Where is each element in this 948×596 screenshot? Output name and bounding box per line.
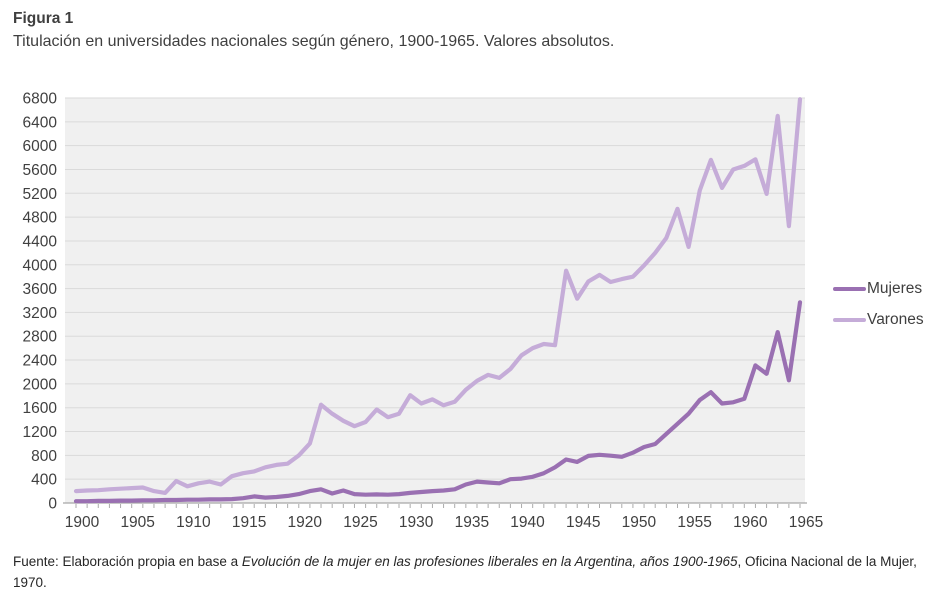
x-axis-tick-label: 1925 [343,514,377,531]
y-axis-tick-label: 5200 [23,186,58,203]
y-axis-tick-label: 4800 [23,210,58,227]
x-axis-tick-label: 1950 [622,514,657,531]
x-axis-tick-label: 1905 [120,514,154,531]
source-text-prefix: Fuente: Elaboración propia en base a [13,554,242,569]
y-axis-tick-label: 6000 [23,138,58,155]
line-chart: 0 400 800 1200 1600 2000 2400 2800 3200 3600 4000 4… [23,91,824,532]
mujeres-line-swatch [833,286,866,292]
figure-source: Fuente: Elaboración propia en base a Evo… [13,552,931,594]
legend-item-varones: Varones [833,311,924,329]
y-axis-tick-label: 0 [48,496,57,513]
x-axis-tick-label: 1955 [677,514,711,531]
y-axis-tick-label: 1600 [23,400,58,417]
plot-background [65,98,805,503]
x-axis-tick-label: 1900 [65,514,100,531]
y-axis-tick-label: 5600 [23,162,58,179]
y-axis-tick-label: 2000 [23,376,58,393]
x-axis-tick-label: 1930 [399,514,434,531]
y-axis-tick-label: 800 [31,448,57,465]
x-axis-tick-label: 1910 [176,514,211,531]
source-text-suffix: , Oficina Nacional de la Mujer, 1970. [13,554,917,590]
x-axis-tick-label: 1935 [455,514,489,531]
y-axis-tick-label: 4400 [23,233,58,250]
x-axis-tick-label: 1945 [566,514,600,531]
figure-title: Titulación en universidades nacionales s… [13,33,615,50]
source-text-italic: Evolución de la mujer en las profesiones… [241,554,738,569]
x-axis-tick-label: 1915 [232,514,266,531]
y-axis-tick-label: 4000 [23,257,58,274]
series-line-varones [73,97,803,495]
x-axis-tick-label: 1920 [288,514,323,531]
x-axis-tick-label: 1940 [510,514,545,531]
chart-legend: Mujeres Varones [833,280,924,329]
x-axis-tick-label: 1960 [733,514,768,531]
y-axis-tick-label: 6800 [23,91,58,108]
y-axis-tick-label: 400 [31,472,57,489]
figure-label: Figura 1 [13,10,74,27]
y-axis-tick-label: 1200 [23,424,58,441]
y-axis-tick-label: 6400 [23,114,58,131]
legend-label-varones: Varones [867,311,924,328]
series-line-mujeres [73,300,803,504]
varones-line-swatch [833,317,866,323]
chart-area: 0 400 800 1200 1600 2000 2400 2800 3200 3600 4000 4… [0,88,948,548]
legend-label-mujeres: Mujeres [867,280,923,297]
y-axis-tick-label: 3600 [23,281,58,298]
y-axis-tick-label: 2800 [23,329,58,346]
y-axis-tick-label: 2400 [23,353,58,370]
x-axis-tick-label: 1965 [789,514,823,531]
y-axis-tick-label: 3200 [23,305,58,322]
legend-item-mujeres: Mujeres [833,280,924,298]
